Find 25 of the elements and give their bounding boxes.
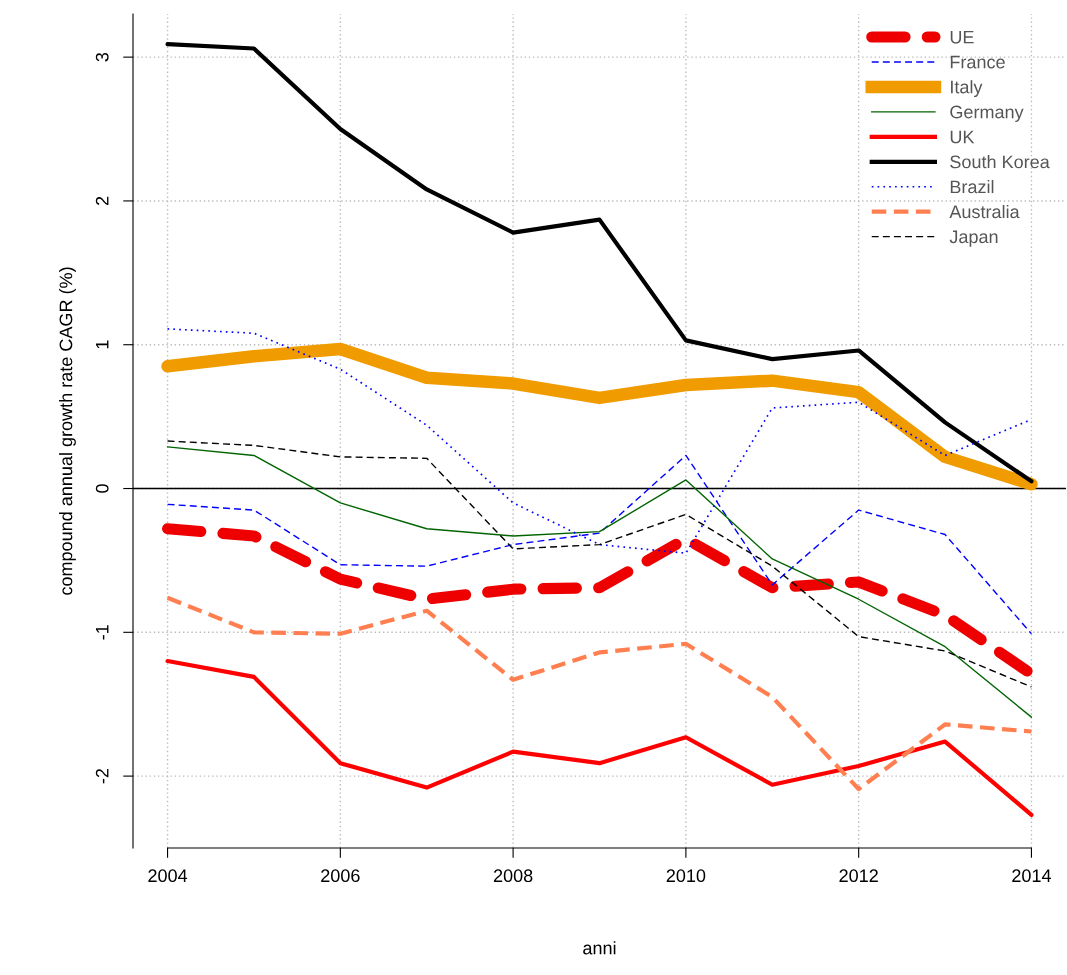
legend-label: UE [950,30,974,44]
legend-label: France [950,55,1005,69]
y-tick-label: -2 [95,768,109,784]
y-tick-label: 3 [95,52,109,62]
x-tick-label: 2008 [493,869,533,883]
x-tick-label: 2014 [1012,869,1051,883]
x-tick-label: 2012 [839,869,878,883]
x-tick-label: 2010 [666,869,706,883]
legend-label: Australia [949,204,1020,219]
y-tick-label: -1 [96,625,109,640]
y-axis-title: compound annual growth rate CAGR (%) [59,267,76,595]
legend-label: South Korea [950,155,1050,169]
line-series [165,658,1034,818]
x-axis-title: anni [583,941,616,955]
legend-label: Germany [950,105,1024,122]
line-series [165,595,1034,792]
x-tick-label: 2004 [148,869,188,883]
x-tick-label: 2006 [321,869,360,883]
legend-label: Brazil [950,179,994,194]
legend-label: UK [950,130,975,144]
legend-label: Japan [949,230,998,247]
y-tick-label: 0 [95,484,109,493]
y-tick-label: 2 [95,196,109,206]
y-tick-label: 1 [96,340,109,349]
legend-label: Italy [951,80,983,97]
